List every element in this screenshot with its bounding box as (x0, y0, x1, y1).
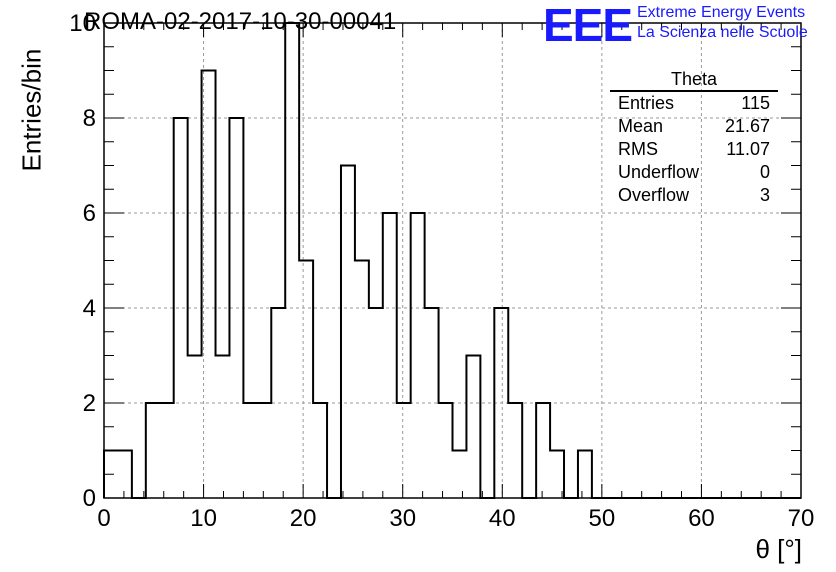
stats-row-overflow: Overflow 3 (610, 184, 778, 207)
stats-box: Theta Entries 115 Mean 21.67 RMS 11.07 Unde… (610, 68, 778, 207)
stats-value: 3 (759, 185, 770, 205)
x-tick-label: 30 (389, 505, 416, 532)
x-tick-label: 60 (688, 505, 715, 532)
stats-value: 115 (741, 93, 770, 113)
stats-row-underflow: Underflow 0 (610, 161, 778, 184)
stats-label: Overflow (618, 185, 690, 205)
chart-title: ROMA-02-2017-10-30-00041 (84, 8, 397, 35)
x-tick-label: 10 (190, 505, 217, 532)
y-axis-label: Entries/bin (16, 48, 47, 172)
logo-line-1: Extreme Energy Events (637, 4, 806, 21)
x-axis-label: θ [°] (755, 534, 802, 564)
stats-value: 11.07 (726, 139, 770, 159)
x-tick-label: 0 (97, 505, 110, 532)
eee-logo: EEE (543, 0, 633, 51)
y-tick-label: 10 (69, 10, 96, 37)
y-tick-label: 2 (83, 390, 96, 417)
stats-label: Mean (618, 116, 664, 136)
logo-line-2: La Scienza nelle Scuole (637, 24, 808, 41)
stats-label: RMS (618, 139, 658, 159)
y-tick-label: 4 (83, 295, 96, 322)
x-tick-label: 50 (589, 505, 616, 532)
x-tick-label: 20 (290, 505, 317, 532)
stats-value: 0 (759, 162, 770, 182)
stats-title: Theta (610, 68, 778, 92)
stats-label: Underflow (618, 162, 700, 182)
y-tick-label: 6 (83, 200, 96, 227)
stats-value: 21.67 (724, 116, 770, 136)
stats-row-entries: Entries 115 (610, 92, 778, 115)
stats-row-mean: Mean 21.67 (610, 115, 778, 138)
stats-row-rms: RMS 11.07 (610, 138, 778, 161)
y-tick-label: 0 (83, 485, 96, 512)
x-tick-label: 70 (788, 505, 815, 532)
y-tick-label: 8 (83, 105, 96, 132)
stats-label: Entries (618, 93, 675, 113)
x-tick-label: 40 (489, 505, 516, 532)
